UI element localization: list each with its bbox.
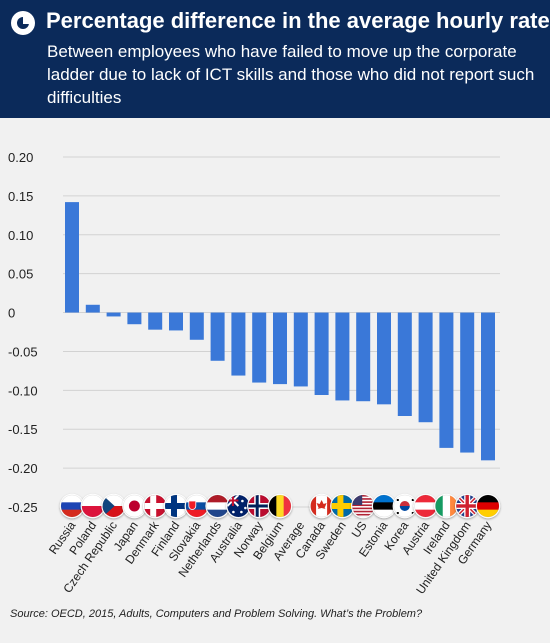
bar-netherlands [210,312,225,361]
ireland-flag-icon [434,493,459,519]
japan-flag-icon [122,493,147,519]
chart-title: Percentage difference in the average hou… [46,8,550,33]
bar-estonia [377,312,391,405]
bar-chart: 0.20 0.15 0.10 0.05 0 -0.05 -0.10 -0.15 -0.20 -0.… [8,150,501,597]
y-tick-label: 0.05 [8,267,33,282]
poland-flag-icon [80,493,105,519]
bar-us [356,312,371,402]
bar-russia [65,202,79,313]
bar-australia [231,312,246,376]
chart-area: 0.20 0.15 0.10 0.05 0 -0.05 -0.10 -0.15 -0.20 -0.… [0,118,550,598]
united-kingdom-flag-icon [455,493,480,519]
y-tick-label: 0.10 [8,228,33,243]
bar-sweden [335,312,350,401]
bar-finland [169,312,183,331]
bar-czech-republic [106,312,121,317]
bar-united-kingdom [460,312,475,453]
bar-norway [252,312,267,383]
y-tick-label: -0.10 [8,383,38,398]
belgium-flag-icon [267,493,293,519]
bar-average [293,312,308,387]
chart-header: Percentage difference in the average hou… [0,0,550,118]
bar-slovakia [189,312,204,340]
czech-republic-flag-icon [101,493,126,519]
norway-flag-icon [247,493,272,519]
austria-flag-icon [413,493,438,519]
bar-germany [481,312,495,461]
slovakia-flag-icon [184,493,209,519]
bar-japan [127,312,142,325]
y-tick-label: -0.15 [8,422,38,437]
logo-icon [11,11,35,35]
bar-korea [397,312,412,416]
y-tick-label: 0.20 [8,150,33,165]
y-tick-label: -0.05 [8,344,38,359]
denmark-flag-icon [143,493,168,519]
chart-subtitle: Between employees who have failed to mov… [47,42,535,107]
russia-flag-icon [59,493,85,519]
y-tick-label: 0 [8,306,15,321]
bar-austria [418,312,433,423]
sweden-flag-icon [330,493,355,519]
bar-ireland [439,312,454,448]
netherlands-flag-icon [205,493,230,519]
bar-canada [314,312,329,395]
bar-poland [85,304,100,313]
y-tick-label: -0.25 [8,500,38,515]
estonia-flag-icon [371,493,397,519]
us-flag-icon [351,493,376,519]
canada-flag-icon [309,493,334,519]
australia-flag-icon [226,493,251,519]
y-tick-label: -0.20 [8,461,38,476]
y-tick-label: 0.15 [8,189,33,204]
bar-denmark [148,312,163,330]
korea-flag-icon [392,493,417,519]
germany-flag-icon [475,493,501,519]
source-note: Source: OECD, 2015, Adults, Computers an… [10,608,423,620]
finland-flag-icon [163,493,189,519]
bar-belgium [273,312,287,385]
